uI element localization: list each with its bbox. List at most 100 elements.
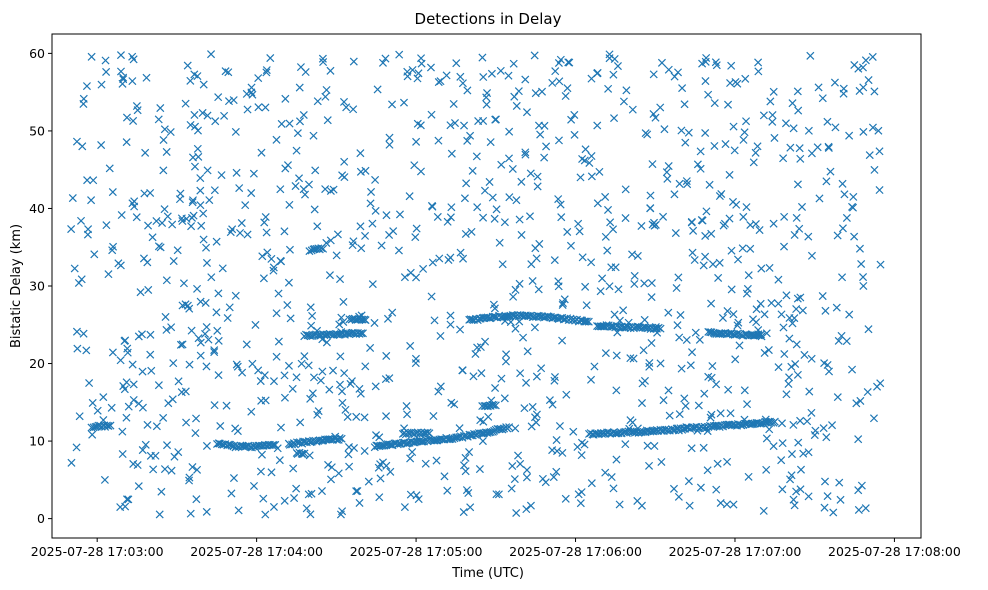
detection-point (548, 78, 557, 87)
detection-point (701, 231, 710, 240)
detection-point (701, 57, 710, 66)
detection-point (584, 317, 593, 326)
detection-point (842, 213, 851, 222)
detection-point (292, 146, 301, 155)
detection-point (577, 451, 586, 460)
detection-point (459, 254, 468, 263)
detection-point (704, 90, 713, 99)
detection-point (410, 161, 419, 170)
detection-point (760, 348, 769, 357)
detection-point (118, 427, 127, 436)
detection-point (869, 414, 878, 423)
detection-point (595, 167, 604, 176)
detection-point (581, 282, 590, 291)
y-tick-label: 50 (29, 123, 45, 138)
detection-point (128, 77, 137, 86)
detection-point (723, 457, 732, 466)
detection-point (337, 313, 346, 322)
detection-point (759, 506, 768, 515)
detection-point (789, 420, 798, 429)
detection-point (492, 490, 501, 499)
detection-point (299, 110, 308, 120)
detection-point (712, 380, 721, 389)
detection-point (461, 229, 470, 239)
detection-point (471, 349, 480, 359)
detection-point (854, 435, 863, 444)
x-axis-ticks: 2025-07-28 17:03:00 2025-07-28 17:04:00 20… (31, 538, 961, 559)
detection-point (99, 393, 108, 402)
detection-point (505, 127, 514, 136)
detection-point (375, 433, 384, 442)
detection-point (319, 244, 328, 253)
detection-point (479, 72, 488, 82)
detection-point (326, 236, 335, 245)
detection-point (670, 72, 679, 81)
detection-point (274, 289, 283, 298)
detection-point (689, 226, 698, 235)
y-axis-ticks: 0 10 20 30 40 50 60 (29, 46, 52, 526)
detection-point (650, 442, 659, 451)
detection-point (232, 168, 241, 177)
detection-point (268, 441, 277, 450)
detection-point (421, 459, 430, 468)
detection-point (201, 298, 210, 307)
detection-point (780, 242, 789, 251)
detection-point (349, 105, 358, 114)
detection-point (154, 115, 163, 124)
detection-point (708, 362, 717, 371)
detection-point (339, 97, 349, 106)
detection-point (610, 114, 619, 123)
detection-point (548, 446, 557, 455)
detection-point (337, 387, 347, 396)
detection-point (782, 390, 791, 399)
detection-point (323, 116, 332, 125)
detection-point (382, 412, 391, 421)
detection-point (304, 180, 313, 189)
detection-point (193, 72, 202, 81)
detection-point (346, 379, 355, 388)
detection-point (769, 219, 778, 228)
detection-point (507, 484, 516, 493)
detection-point (565, 58, 574, 67)
detection-point (474, 117, 483, 126)
detection-point (603, 205, 613, 214)
detection-point (716, 498, 725, 508)
detection-point (690, 256, 699, 265)
detection-point (752, 331, 761, 340)
detection-point (536, 130, 545, 139)
detection-point (485, 177, 494, 186)
detection-point (556, 55, 565, 64)
detection-point (187, 326, 196, 335)
detection-point (576, 173, 585, 182)
detection-point (622, 86, 631, 95)
detection-point (254, 366, 263, 375)
y-tick-label: 10 (29, 434, 45, 449)
y-tick-label: 0 (37, 511, 45, 526)
detection-point (338, 507, 347, 516)
detection-point (461, 467, 470, 476)
detection-point (400, 503, 409, 512)
detection-point (509, 59, 518, 68)
detection-point (814, 83, 823, 92)
detection-point (665, 411, 674, 420)
detection-point (836, 495, 845, 504)
detection-point (596, 287, 605, 296)
detection-point (188, 196, 198, 205)
detection-point (434, 387, 443, 396)
detection-point (335, 434, 344, 443)
detection-point (556, 200, 565, 209)
detection-point (675, 410, 684, 419)
detection-point (144, 285, 153, 294)
detection-point (868, 123, 877, 132)
detection-point (326, 475, 336, 484)
detection-point (382, 211, 391, 220)
detection-point (338, 398, 347, 407)
detection-point (609, 225, 618, 234)
detection-point (185, 476, 194, 485)
detection-point (576, 499, 585, 508)
detection-point (522, 378, 531, 387)
detection-point (447, 398, 456, 407)
detection-point (874, 126, 883, 135)
detection-point (767, 298, 776, 308)
detection-point (319, 58, 328, 67)
